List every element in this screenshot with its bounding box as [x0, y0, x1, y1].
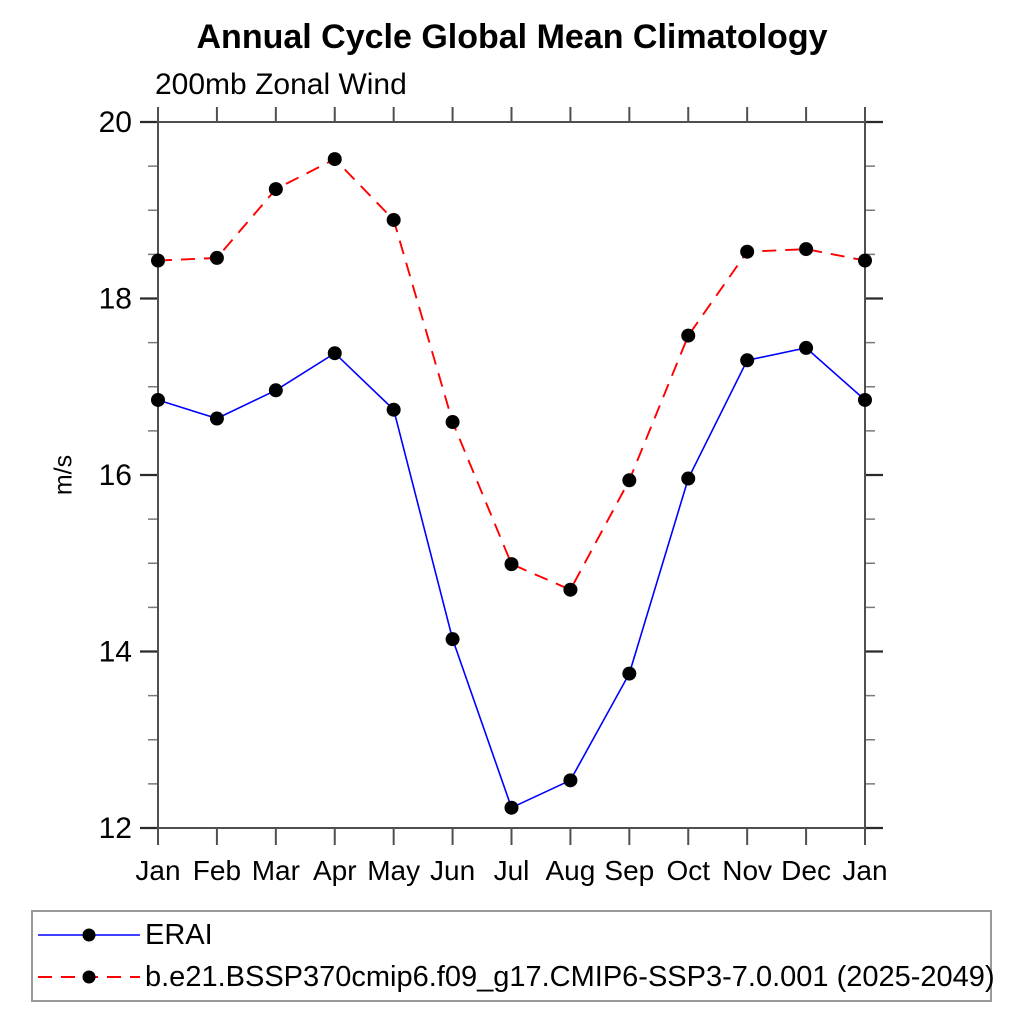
data-point-marker-0 — [151, 392, 165, 407]
series-line-1 — [157, 157, 866, 591]
data-point-marker-0 — [563, 773, 578, 788]
data-point-marker-0 — [445, 632, 460, 647]
data-point-marker-1 — [268, 182, 283, 197]
legend-label-model: b.e21.BSSP370cmip6.f09_g17.CMIP6-SSP3-7.… — [145, 960, 995, 993]
x-axis-tick-label: Jan — [135, 855, 180, 886]
x-axis-tick-label: Dec — [781, 855, 831, 886]
x-axis-tick-label: Aug — [546, 855, 596, 886]
x-axis-tick-label: Sep — [604, 855, 654, 886]
x-axis-tick-label: Jan — [842, 855, 887, 886]
x-axis-tick-label: Mar — [252, 855, 300, 886]
y-axis-tick-label: 14 — [99, 636, 132, 669]
data-point-marker-1 — [327, 152, 342, 167]
x-axis-tick-label: Apr — [313, 855, 357, 886]
plot-frame — [157, 121, 866, 829]
data-point-marker-1 — [622, 473, 637, 488]
data-point-marker-1 — [563, 582, 578, 597]
x-axis-tick-label: Feb — [193, 855, 241, 886]
chart-subtitle: 200mb Zonal Wind — [155, 68, 407, 101]
legend-line-sample-model — [38, 970, 140, 984]
data-point-marker-1 — [386, 212, 401, 227]
legend-sample-marker — [82, 928, 96, 942]
x-axis-tick-label: Nov — [722, 855, 772, 886]
y-axis-tick-label: 18 — [99, 283, 132, 316]
legend-line-sample-erai — [38, 928, 140, 942]
y-axis-tick-label: 16 — [99, 459, 132, 492]
legend-item-erai: ERAI — [37, 914, 213, 956]
y-axis-tick-label: 20 — [99, 106, 132, 139]
x-axis-tick-label: May — [367, 855, 420, 886]
data-point-marker-0 — [858, 392, 872, 407]
data-point-marker-0 — [268, 383, 283, 398]
data-point-marker-1 — [740, 244, 755, 259]
chart-title: Annual Cycle Global Mean Climatology — [196, 18, 828, 56]
data-point-marker-1 — [209, 250, 224, 265]
legend-label-erai: ERAI — [145, 918, 213, 951]
legend-sample-marker — [82, 970, 96, 984]
legend-box: ERAI b.e21.BSSP370cmip6.f09_g17.CMIP6-SS… — [31, 910, 995, 1002]
data-point-marker-1 — [151, 253, 165, 268]
x-axis-tick-label: Oct — [666, 855, 710, 886]
data-point-marker-1 — [858, 253, 872, 268]
legend-item-model: b.e21.BSSP370cmip6.f09_g17.CMIP6-SSP3-7.… — [37, 956, 995, 998]
data-point-marker-0 — [327, 346, 342, 361]
series-line-0 — [157, 347, 866, 809]
data-point-marker-0 — [799, 340, 814, 355]
data-point-marker-0 — [740, 353, 755, 368]
data-point-marker-0 — [209, 411, 224, 426]
data-point-marker-0 — [622, 666, 637, 681]
data-point-marker-1 — [504, 557, 519, 572]
data-point-marker-1 — [445, 415, 460, 430]
x-axis-tick-label: Jul — [494, 855, 530, 886]
x-axis-tick-label: Jun — [430, 855, 475, 886]
data-point-marker-1 — [799, 242, 814, 257]
data-point-marker-0 — [681, 471, 696, 486]
data-point-marker-0 — [504, 800, 519, 815]
y-axis-tick-label: 12 — [99, 812, 132, 845]
data-point-marker-0 — [386, 402, 401, 417]
data-point-marker-1 — [681, 328, 696, 343]
